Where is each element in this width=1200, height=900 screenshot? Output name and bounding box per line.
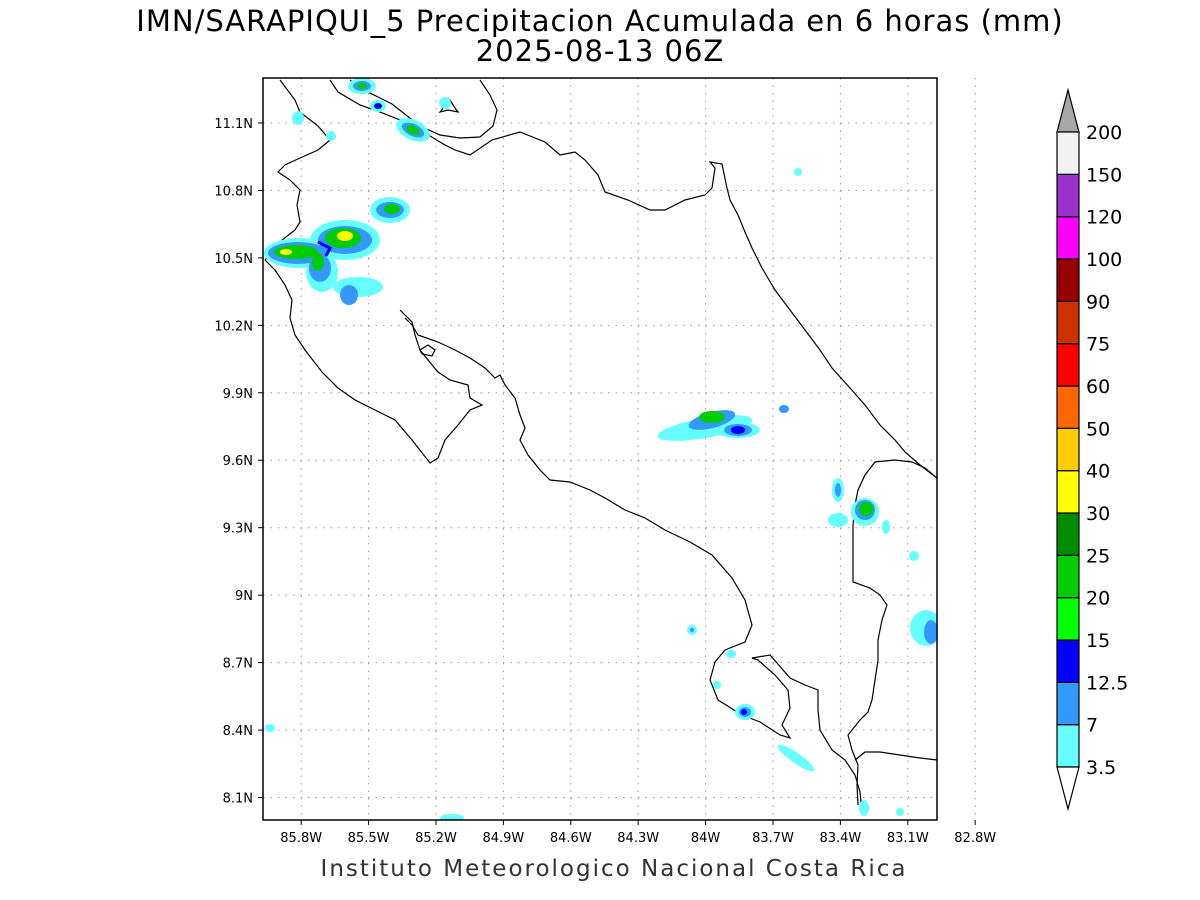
colorbar-top-triangle [1056, 87, 1080, 133]
footer-credit: Instituto Meteorologico Nacional Costa R… [320, 856, 908, 882]
lat-tick-label: 8.7N [223, 657, 253, 672]
colorbar-band [1056, 470, 1080, 514]
colorbar-band [1056, 427, 1080, 472]
lon-tick-label: 84W [691, 831, 721, 846]
lon-tick-label: 84.9W [482, 831, 524, 846]
colorbar-band [1056, 173, 1080, 218]
colorbar-label: 12.5 [1086, 672, 1128, 694]
colorbar-band [1056, 300, 1080, 345]
colorbar-band [1056, 512, 1080, 556]
colorbar-label: 120 [1086, 207, 1122, 229]
map-frame [262, 77, 938, 821]
colorbar-label: 3.5 [1086, 757, 1116, 779]
colorbar-band [1056, 681, 1080, 726]
coastlines [264, 79, 937, 813]
colorbar-label: 200 [1086, 122, 1122, 144]
lat-tick-label: 9.6N [223, 454, 253, 469]
colorbar-band [1056, 131, 1080, 175]
colorbar-band [1056, 724, 1080, 768]
colorbar-band [1056, 258, 1080, 302]
map-title: IMN/SARAPIQUI_5 Precipitacion Acumulada … [136, 4, 1064, 38]
colorbar-band [1056, 639, 1080, 683]
nicaragua-costa-rica-border [329, 79, 728, 211]
osa-coast [854, 751, 937, 761]
colorbar: 3.5 7 12.5 15 20 25 30 40 50 60 75 90 100 120 150 200 [1056, 87, 1128, 812]
colorbar-label: 60 [1086, 376, 1110, 398]
lat-tick-label: 9.9N [223, 387, 253, 402]
lon-tick-label: 84.3W [617, 831, 659, 846]
lon-tick-label: 82.8W [954, 831, 996, 846]
map-grid: 85.8W 85.5W 85.2W 84.9W 84.6W 84.3W 84W 83.7W 83… [214, 78, 996, 846]
lat-tick-label: 9.3N [223, 522, 253, 537]
lat-tick-label: 8.1N [223, 792, 253, 807]
lake-nicaragua-shore [349, 79, 498, 139]
lat-tick-label: 11.1N [214, 117, 253, 132]
map-datetime: 2025-08-13 06Z [475, 34, 725, 68]
colorbar-label: 40 [1086, 461, 1110, 483]
colorbar-band [1056, 343, 1080, 387]
colorbar-band [1056, 216, 1080, 260]
nicoya-peninsula-west [264, 259, 484, 464]
colorbar-label: 25 [1086, 545, 1110, 567]
nicaragua-coast-north [264, 79, 331, 261]
panama-border [847, 459, 937, 806]
colorbar-band [1056, 597, 1080, 641]
colorbar-band [1056, 385, 1080, 429]
lat-tick-label: 10.8N [214, 184, 253, 199]
colorbar-label: 150 [1086, 164, 1122, 186]
colorbar-label: 15 [1086, 630, 1110, 652]
colorbar-label: 30 [1086, 503, 1110, 525]
lon-tick-label: 83.7W [752, 831, 794, 846]
colorbar-band [1056, 554, 1080, 599]
lon-tick-label: 83.1W [887, 831, 929, 846]
lon-tick-label: 85.8W [280, 831, 322, 846]
colorbar-label: 20 [1086, 588, 1110, 610]
lon-tick-label: 84.6W [550, 831, 592, 846]
precipitation-field [264, 78, 937, 820]
colorbar-label: 100 [1086, 249, 1122, 271]
colorbar-label: 75 [1086, 334, 1110, 356]
lon-tick-label: 83.4W [819, 831, 861, 846]
lat-tick-label: 10.2N [214, 319, 253, 334]
lat-tick-label: 10.5N [214, 252, 253, 267]
gulf-of-nicoya-island [419, 344, 436, 357]
colorbar-label: 50 [1086, 418, 1110, 440]
caribbean-coast [726, 187, 937, 479]
lon-tick-label: 85.5W [348, 831, 390, 846]
colorbar-label: 7 [1086, 715, 1098, 737]
lon-tick-label: 85.2W [415, 831, 457, 846]
gulf-of-nicoya-east [404, 317, 863, 813]
lat-tick-label: 9N [235, 589, 253, 604]
colorbar-bottom-triangle [1056, 766, 1080, 812]
lat-tick-label: 8.4N [223, 724, 253, 739]
colorbar-label: 90 [1086, 291, 1110, 313]
